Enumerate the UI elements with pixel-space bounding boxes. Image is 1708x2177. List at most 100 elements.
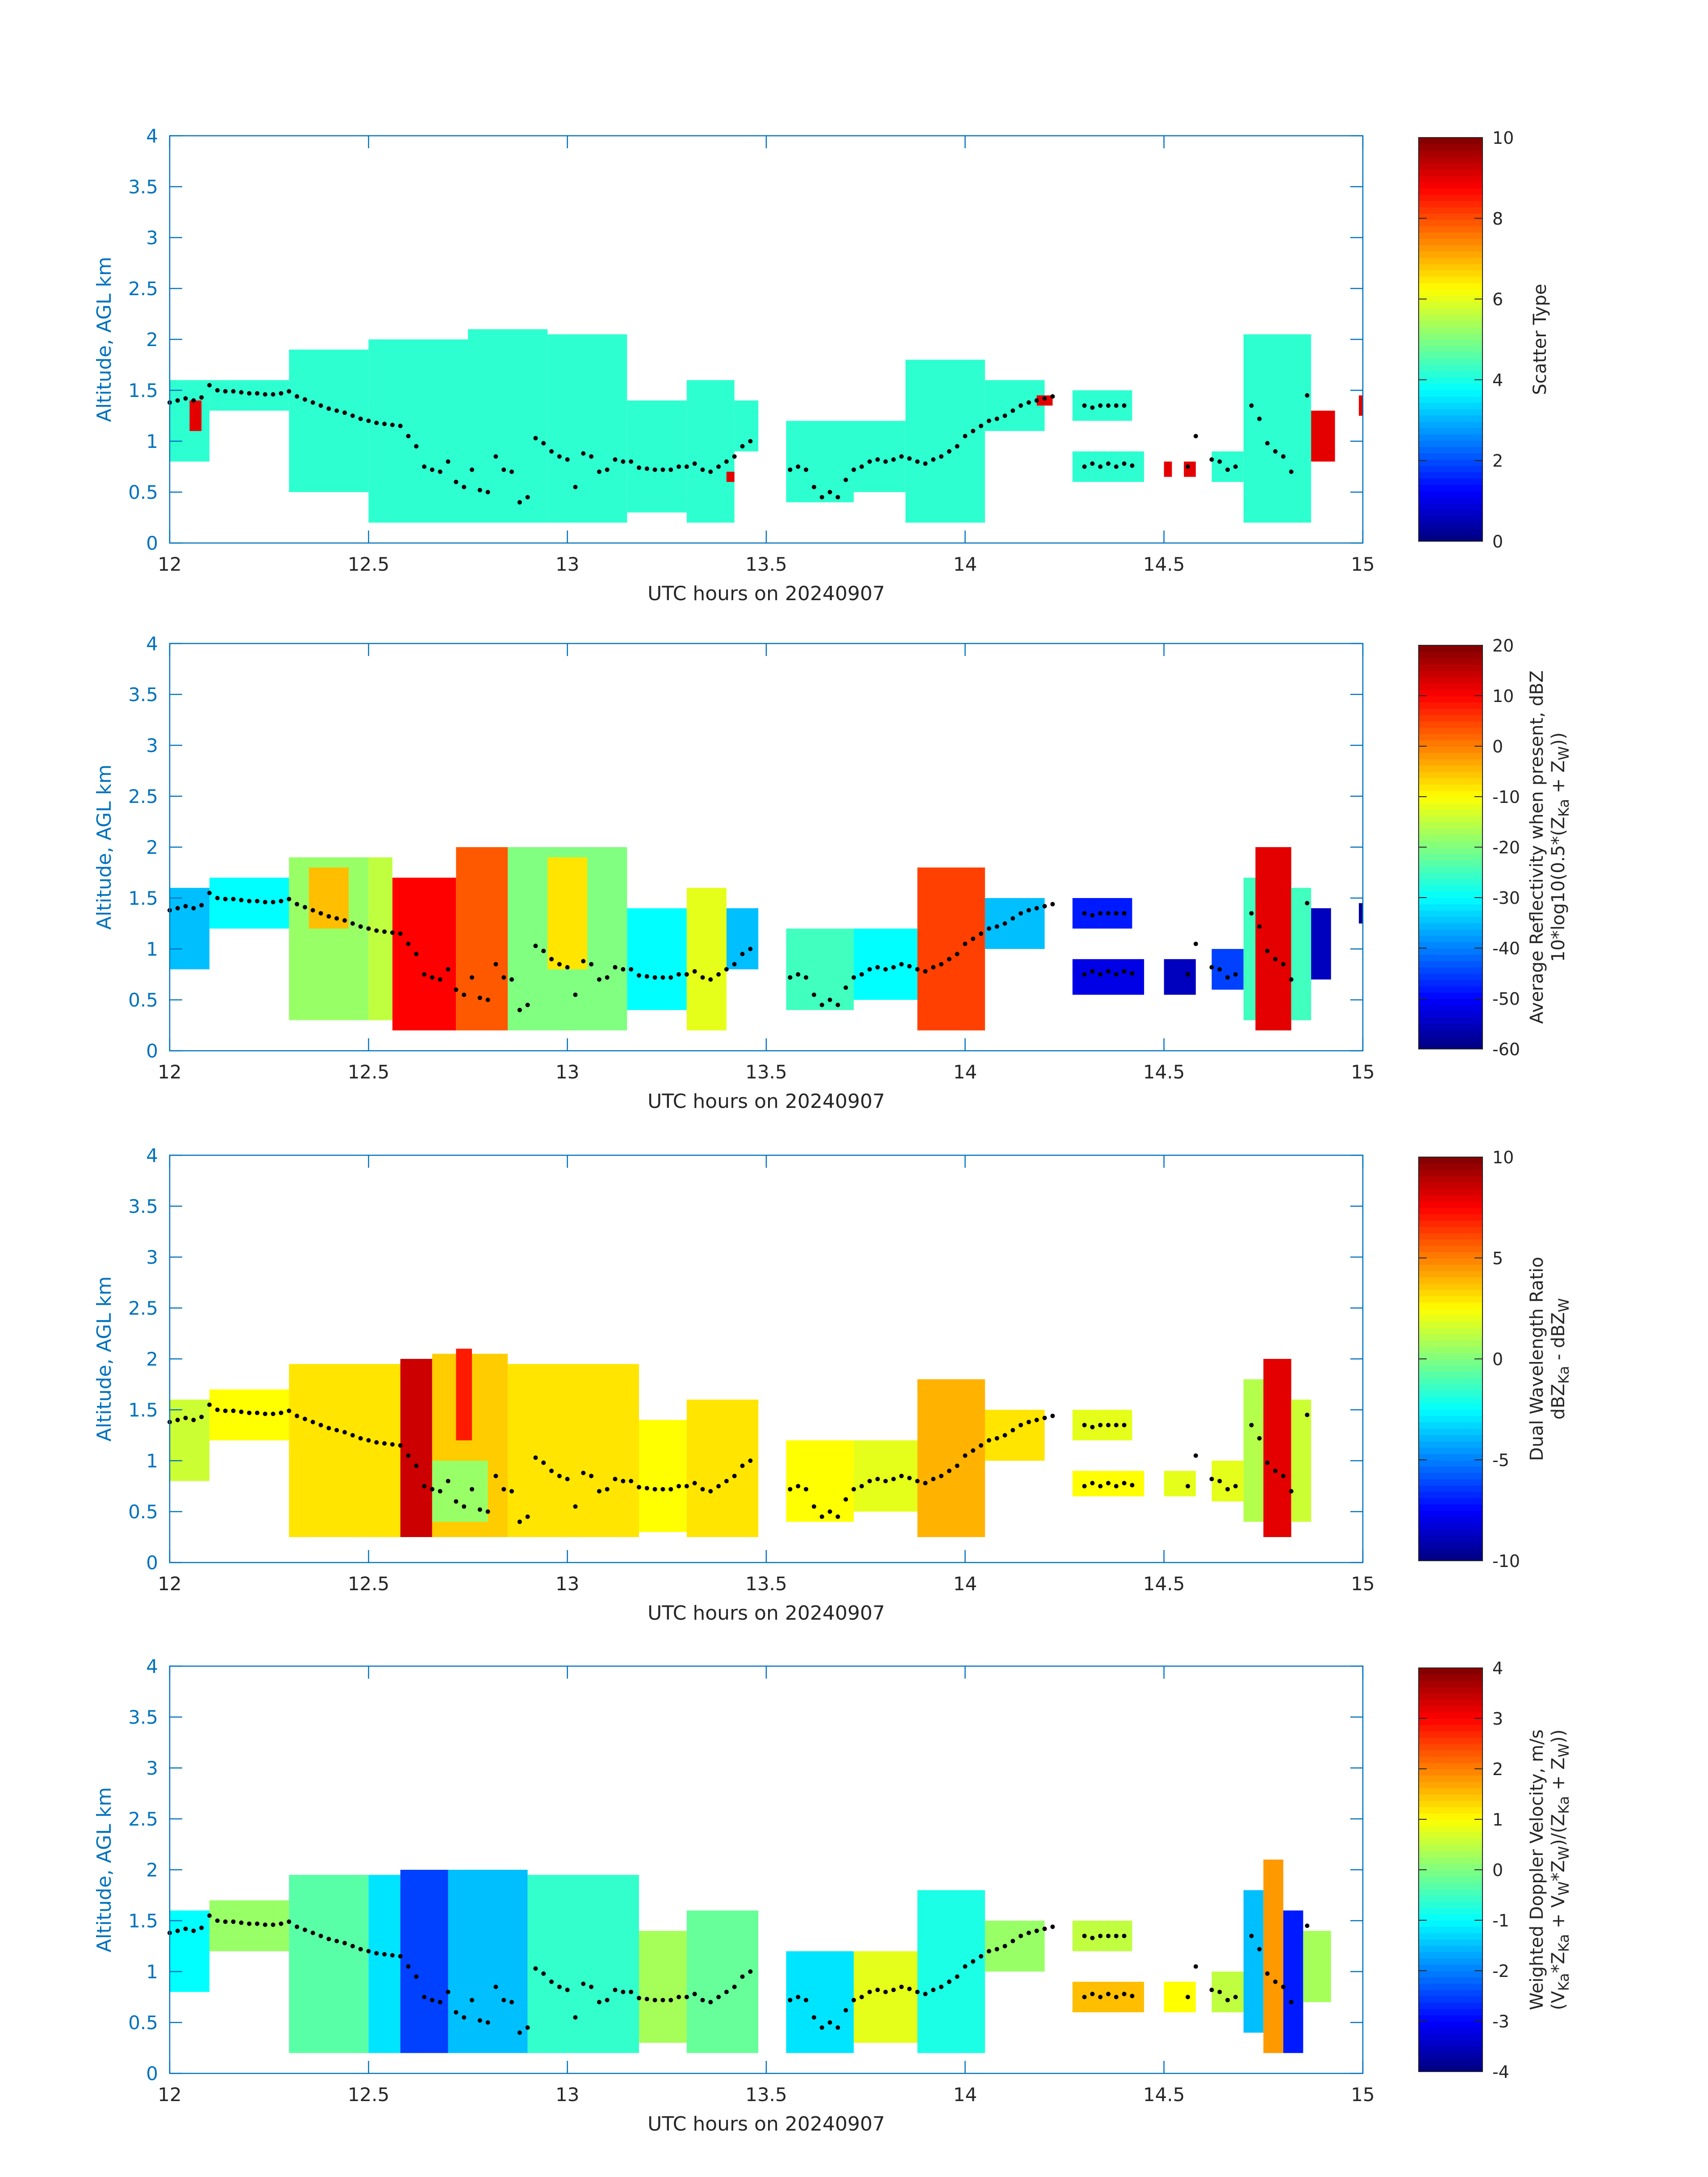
- colorbar-segment: [1419, 1920, 1482, 1927]
- heatmap-cell-9: [786, 1951, 854, 2053]
- cloud-base-dot: [287, 897, 292, 902]
- cloud-base-dot: [677, 464, 681, 469]
- cloud-base-dot: [1225, 1487, 1230, 1492]
- colorbar-segment: [1419, 390, 1482, 397]
- colorbar-segment: [1419, 1453, 1482, 1460]
- cloud-base-dot: [1106, 911, 1111, 916]
- heatmap-cell-0: [170, 1400, 210, 1481]
- colorbar-segment: [1419, 765, 1482, 772]
- cloud-base-dot: [589, 1985, 594, 1989]
- cloud-base-dot: [1249, 911, 1254, 916]
- cloud-base-dot: [263, 392, 267, 397]
- heatmap-cells: [170, 1349, 1311, 1537]
- cloud-base-dot: [422, 464, 427, 469]
- cloud-base-dot: [454, 987, 459, 992]
- heatmap-cells: [170, 847, 1363, 1031]
- cloud-base-dot: [1114, 972, 1119, 977]
- cloud-base-dot: [859, 1484, 864, 1488]
- cloud-base-dot: [358, 1947, 363, 1951]
- heatmap-cell-10: [786, 1440, 854, 1522]
- cloud-base-dot: [724, 1479, 729, 1483]
- cloud-base-dot: [1122, 403, 1127, 408]
- cloud-base-dot: [366, 926, 371, 931]
- colorbar-segment: [1419, 1214, 1482, 1221]
- cloud-base-dot: [986, 1438, 991, 1443]
- cloud-base-dot: [844, 2008, 848, 2013]
- cloud-base-dot: [199, 1414, 204, 1419]
- cloud-base-dot: [1114, 464, 1119, 469]
- cloud-base-dot: [931, 1477, 936, 1482]
- colorbar-segment: [1419, 929, 1482, 936]
- colorbar-segment: [1419, 1762, 1482, 1769]
- cloud-base-dot: [366, 1438, 371, 1443]
- cloud-base-dot: [271, 1922, 276, 1927]
- colorbar-segment: [1419, 1384, 1482, 1391]
- cloud-base-dot: [1042, 1416, 1047, 1421]
- cloud-base-dot: [875, 1988, 880, 1993]
- cloud-base-dot: [971, 1448, 976, 1453]
- colorbar-segment: [1419, 415, 1482, 422]
- colorbar-segment: [1419, 1346, 1482, 1353]
- cloud-base-dot: [1019, 1423, 1023, 1428]
- colorbar-segment: [1419, 238, 1482, 246]
- colorbar-segment: [1419, 396, 1482, 403]
- colorbar-segment: [1419, 371, 1482, 378]
- cloud-base-dot: [732, 1474, 737, 1479]
- cloud-base-dot: [978, 1443, 983, 1448]
- cloud-base-dot: [716, 1484, 721, 1488]
- colorbar-segment: [1419, 1756, 1482, 1763]
- colorbar-segment: [1419, 715, 1482, 722]
- heatmap-cell-13: [905, 359, 985, 523]
- cloud-base-dot: [1273, 1468, 1278, 1473]
- colorbar-segment: [1419, 1857, 1482, 1864]
- colorbar-segment: [1419, 1030, 1482, 1037]
- cloud-base-dot: [573, 2015, 578, 2020]
- cloud-base-dot: [827, 998, 832, 1002]
- colorbar-tick-label: 2: [1492, 1759, 1503, 1779]
- colorbar-tick-label: 5: [1492, 1249, 1503, 1268]
- colorbar-segment: [1419, 1781, 1482, 1788]
- colorbar-segment: [1419, 2065, 1482, 2072]
- heatmap-cell-19: [1211, 949, 1244, 990]
- cloud-base-dot: [295, 394, 300, 399]
- cloud-base-dot: [1289, 2000, 1294, 2005]
- cloud-base-dot: [191, 1928, 196, 1933]
- cloud-base-dot: [247, 898, 252, 903]
- x-tick-label: 13.5: [745, 553, 787, 575]
- cloud-base-dot: [716, 1995, 721, 1999]
- colorbar-segment: [1419, 377, 1482, 384]
- cloud-base-dot: [302, 1417, 307, 1421]
- cloud-base-dot: [438, 977, 443, 982]
- cloud-base-dot: [748, 1458, 753, 1463]
- colorbar-segment: [1419, 797, 1482, 804]
- cloud-base-dot: [605, 975, 610, 980]
- x-axis-label: UTC hours on 20240907: [647, 1090, 885, 1113]
- cloud-base-dot: [875, 965, 880, 970]
- colorbar-segment: [1419, 1806, 1482, 1813]
- cloud-base-dot: [374, 1440, 379, 1445]
- cloud-base-dot: [811, 2015, 816, 2020]
- colorbar-segment: [1419, 257, 1482, 264]
- y-tick-label: 0.5: [128, 989, 158, 1011]
- colorbar-segment: [1419, 891, 1482, 898]
- cloud-base-dot: [446, 967, 451, 972]
- cloud-base-dot: [1233, 972, 1238, 977]
- colorbar-tick-label: -5: [1492, 1450, 1509, 1470]
- cloud-base-dot: [732, 454, 737, 459]
- cloud-base-dot: [1265, 441, 1270, 446]
- y-tick-label: 1: [146, 1450, 158, 1472]
- cloud-base-dot: [422, 1484, 427, 1488]
- colorbar-segment: [1419, 1844, 1482, 1851]
- cloud-base-dot: [1098, 1934, 1103, 1939]
- colorbar-tick-label: -1: [1492, 1911, 1509, 1930]
- y-tick-label: 3.5: [128, 684, 158, 706]
- heatmap-cell-10: [686, 888, 727, 1031]
- cloud-base-dot: [318, 1423, 323, 1428]
- colorbar-segment: [1419, 866, 1482, 873]
- colorbar-segment: [1419, 1176, 1482, 1183]
- cloud-base-dot: [1011, 408, 1015, 413]
- cloud-base-dot: [923, 1481, 928, 1486]
- heatmap-cell-12: [985, 1921, 1045, 1972]
- colorbar-segment: [1419, 1422, 1482, 1429]
- cloud-base-dot: [804, 467, 809, 472]
